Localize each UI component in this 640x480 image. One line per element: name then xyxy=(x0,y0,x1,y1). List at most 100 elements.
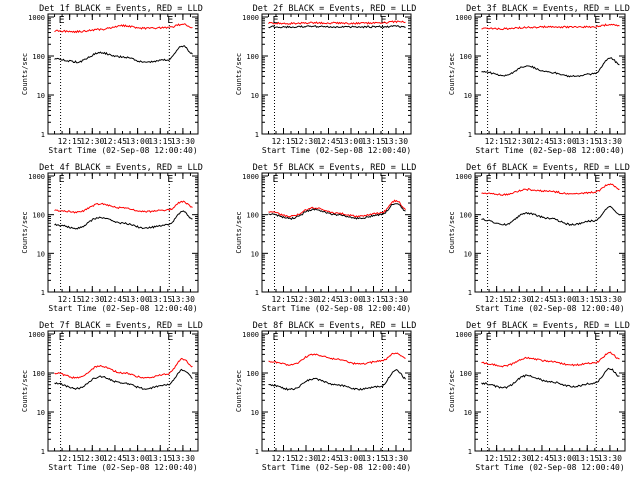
y-tick-label: 1000 xyxy=(28,173,45,181)
series-line xyxy=(54,357,193,379)
x-tick-label: 12:45 xyxy=(103,454,127,463)
x-tick-label: 13:30 xyxy=(598,295,622,304)
x-tick-label: 13:00 xyxy=(339,295,363,304)
y-axis-label: Counts/sec xyxy=(235,53,243,95)
y-axis-label: Counts/sec xyxy=(21,53,29,95)
x-tick-label: 13:00 xyxy=(553,295,577,304)
x-tick-label: 12:30 xyxy=(294,454,318,463)
y-tick-label: 10 xyxy=(37,250,45,258)
y-tick-label: 1 xyxy=(41,448,45,456)
x-tick-label: 13:15 xyxy=(361,137,385,146)
x-tick-label: 12:45 xyxy=(103,137,127,146)
x-axis-label: Start Time (02-Sep-08 12:00:40) xyxy=(262,304,411,313)
y-tick-label: 100 xyxy=(32,370,45,378)
x-tick-label: 12:15 xyxy=(485,454,509,463)
series-line xyxy=(268,199,406,218)
series-line xyxy=(481,23,620,31)
y-axis-label: Counts/sec xyxy=(448,211,456,253)
event-marker-label: E xyxy=(167,332,173,343)
x-axis-label: Start Time (02-Sep-08 12:00:40) xyxy=(475,304,624,313)
x-tick-label: 12:30 xyxy=(507,454,531,463)
chart-title: Det 2f BLACK = Events, RED = LLD xyxy=(253,4,417,14)
series-line xyxy=(54,210,193,230)
chart-panel: Det 5f BLACK = Events, RED = LLD 1 10 100 10… xyxy=(235,163,416,313)
x-tick-label: 12:30 xyxy=(294,295,318,304)
y-tick-label: 100 xyxy=(32,212,45,220)
chart-title: Det 1f BLACK = Events, RED = LLD xyxy=(39,4,203,14)
x-tick-label: 13:15 xyxy=(148,454,172,463)
event-marker-label: E xyxy=(380,174,386,185)
x-tick-label: 13:00 xyxy=(126,137,150,146)
y-tick-label: 1 xyxy=(41,289,45,297)
x-tick-label: 12:30 xyxy=(80,137,104,146)
event-marker-label: E xyxy=(594,174,600,185)
y-tick-label: 1000 xyxy=(455,14,472,22)
series-line xyxy=(54,45,193,64)
series-line xyxy=(481,183,620,196)
x-tick-label: 13:30 xyxy=(384,137,408,146)
chart-title: Det 3f BLACK = Events, RED = LLD xyxy=(466,4,630,14)
y-axis-label: Counts/sec xyxy=(21,211,29,253)
y-tick-label: 100 xyxy=(246,212,259,220)
y-tick-label: 10 xyxy=(251,250,259,258)
y-tick-label: 10 xyxy=(37,409,45,417)
y-tick-label: 10 xyxy=(464,92,472,100)
x-tick-label: 13:30 xyxy=(171,295,195,304)
event-marker-label: E xyxy=(380,332,386,343)
x-tick-label: 13:30 xyxy=(384,295,408,304)
x-tick-label: 12:15 xyxy=(485,137,509,146)
y-tick-label: 10 xyxy=(251,409,259,417)
y-tick-label: 1 xyxy=(468,131,472,139)
x-tick-label: 12:30 xyxy=(507,137,531,146)
plot-frame xyxy=(261,13,412,135)
chart-panel: Det 3f BLACK = Events, RED = LLD 1 10 100 10… xyxy=(448,4,630,155)
x-tick-label: 12:45 xyxy=(316,295,340,304)
x-tick-label: 13:00 xyxy=(126,295,150,304)
y-tick-label: 100 xyxy=(459,212,472,220)
x-tick-label: 12:30 xyxy=(80,454,104,463)
chart-panel: Det 9f BLACK = Events, RED = LLD 1 10 100 10… xyxy=(448,321,630,472)
x-axis-label: Start Time (02-Sep-08 12:00:40) xyxy=(475,146,624,155)
y-tick-label: 100 xyxy=(32,53,45,61)
event-marker-label: E xyxy=(59,174,65,185)
y-tick-label: 10 xyxy=(37,92,45,100)
x-tick-label: 13:30 xyxy=(598,454,622,463)
series-line xyxy=(481,367,620,389)
plot-frame xyxy=(474,13,626,135)
x-tick-label: 13:00 xyxy=(553,454,577,463)
plot-frame xyxy=(47,13,199,135)
series-line xyxy=(54,200,193,214)
y-tick-label: 1000 xyxy=(455,173,472,181)
chart-panel: Det 7f BLACK = Events, RED = LLD 1 10 100 10… xyxy=(21,321,203,472)
chart-panel: Det 6f BLACK = Events, RED = LLD 1 10 100 10… xyxy=(448,163,630,313)
event-marker-label: E xyxy=(486,174,492,185)
chart-panel: Det 2f BLACK = Events, RED = LLD 1 10 100 10… xyxy=(235,4,416,155)
event-marker-label: E xyxy=(486,15,492,26)
y-tick-label: 1 xyxy=(255,131,259,139)
y-tick-label: 1000 xyxy=(28,331,45,339)
x-tick-label: 13:00 xyxy=(126,454,150,463)
series-line xyxy=(481,205,620,227)
plot-frame xyxy=(47,330,199,452)
x-tick-label: 13:30 xyxy=(384,454,408,463)
y-axis-label: Counts/sec xyxy=(21,370,29,412)
x-tick-label: 12:30 xyxy=(80,295,104,304)
chart-title: Det 7f BLACK = Events, RED = LLD xyxy=(39,321,203,331)
x-tick-label: 12:30 xyxy=(507,295,531,304)
plot-frame xyxy=(261,330,412,452)
event-marker-label: E xyxy=(594,15,600,26)
y-tick-label: 1 xyxy=(468,448,472,456)
x-tick-label: 13:15 xyxy=(361,295,385,304)
x-tick-label: 12:15 xyxy=(58,454,82,463)
y-axis-label: Counts/sec xyxy=(235,370,243,412)
x-tick-label: 12:15 xyxy=(271,295,295,304)
x-tick-label: 13:15 xyxy=(575,137,599,146)
x-tick-label: 13:30 xyxy=(598,137,622,146)
event-marker-label: E xyxy=(272,174,278,185)
x-tick-label: 12:45 xyxy=(103,295,127,304)
y-tick-label: 1000 xyxy=(455,331,472,339)
x-tick-label: 12:15 xyxy=(58,295,82,304)
chart-panel: Det 1f BLACK = Events, RED = LLD 1 10 100 10… xyxy=(21,4,203,155)
x-axis-label: Start Time (02-Sep-08 12:00:40) xyxy=(48,146,197,155)
